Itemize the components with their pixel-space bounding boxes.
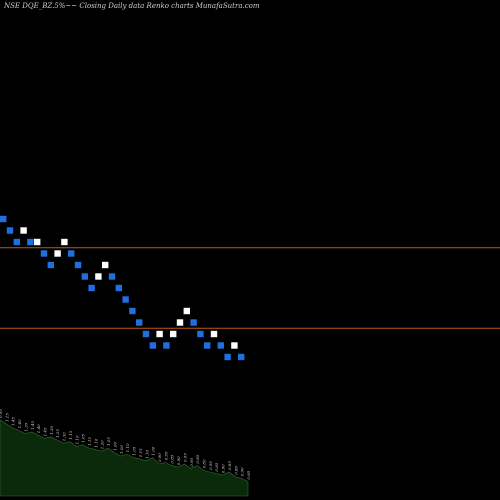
volume-panel — [0, 419, 249, 497]
volume-label: 0.95 — [182, 453, 187, 462]
volume-label: 0.85 — [246, 470, 251, 479]
renko-brick — [163, 342, 170, 349]
renko-brick — [0, 215, 7, 223]
volume-label: 1.05 — [81, 433, 86, 442]
renko-brick — [88, 284, 95, 292]
renko-brick — [108, 273, 116, 280]
renko-brick — [197, 330, 204, 338]
renko-brick — [149, 342, 156, 349]
renko-brick — [68, 250, 75, 257]
renko-brick — [238, 353, 245, 361]
renko-brick — [190, 319, 197, 326]
renko-brick — [115, 284, 122, 292]
volume-label: 1.45 — [43, 427, 48, 436]
volume-label: 0.95 — [0, 409, 3, 418]
renko-brick — [95, 273, 102, 280]
renko-brick — [176, 319, 184, 326]
renko-brick — [102, 261, 109, 269]
volume-label: 1.10 — [93, 438, 98, 447]
volume-label: 1.20 — [49, 425, 54, 434]
renko-brick — [204, 342, 211, 349]
volume-label: 0.85 — [195, 454, 200, 463]
renko-brick — [61, 238, 68, 246]
renko-brick — [40, 250, 48, 257]
volume-label: 1.20 — [100, 440, 105, 449]
volume-label: 0.95 — [163, 451, 168, 460]
volume-label: 1.15 — [87, 437, 92, 446]
volume-label: 1.15 — [68, 430, 73, 439]
renko-brick — [156, 330, 163, 338]
volume-label: 0.90 — [221, 464, 226, 473]
volume-label: 0.85 — [214, 462, 219, 471]
volume-label: 1.45 — [30, 421, 35, 430]
volume-label: 0.90 — [176, 456, 181, 465]
renko-brick — [47, 261, 54, 269]
volume-label: 1.45 — [11, 417, 16, 426]
volume-area — [0, 419, 249, 497]
volume-label: 1.15 — [4, 413, 9, 422]
renko-brick — [13, 238, 20, 246]
volume-label: 1.10 — [125, 443, 130, 452]
volume-label: 0.85 — [227, 461, 232, 470]
renko-brick — [122, 296, 129, 303]
volume-label: 1.00 — [119, 445, 124, 454]
renko-brick — [136, 319, 143, 326]
renko-brick — [6, 227, 14, 234]
volume-label: 0.90 — [240, 467, 245, 476]
volume-labels: 0.95 1.15 1.45 1.40 1.35 1.45 1.40 1.45 1.20 1.25… — [0, 409, 251, 480]
renko-brick — [224, 353, 231, 361]
renko-brick — [217, 342, 224, 349]
volume-label: 1.40 — [17, 419, 22, 428]
volume-label: 1.40 — [36, 424, 41, 433]
volume-label: 0.95 — [208, 461, 213, 470]
volume-label: 0.85 — [170, 454, 175, 463]
renko-brick — [210, 330, 218, 338]
renko-brick — [81, 273, 88, 280]
volume-label: 0.90 — [157, 453, 162, 462]
renko-brick — [20, 227, 27, 234]
renko-brick — [74, 261, 82, 269]
volume-label: 1.35 — [23, 422, 28, 431]
chart-title: NSE DQE_BZ.5%~~ Closing Daily data Renko… — [3, 2, 260, 10]
reference-lines — [0, 247, 500, 329]
volume-label: 0.80 — [233, 465, 238, 474]
renko-bricks — [0, 215, 245, 361]
volume-label: 1.05 — [132, 446, 137, 455]
volume-label: 1.25 — [55, 429, 60, 438]
volume-label: 1.15 — [138, 448, 143, 457]
volume-label: 1.05 — [106, 437, 111, 446]
renko-brick — [27, 238, 34, 246]
volume-label: 0.90 — [189, 457, 194, 466]
volume-label: 1.00 — [151, 446, 156, 455]
renko-brick — [142, 330, 150, 338]
renko-brick — [183, 307, 190, 315]
volume-label: 1.10 — [144, 449, 149, 458]
volume-label: 0.80 — [202, 459, 207, 468]
volume-label: 1.30 — [62, 432, 67, 441]
renko-brick — [170, 330, 177, 338]
renko-brick — [129, 307, 136, 315]
renko-brick — [34, 238, 41, 246]
renko-brick — [231, 342, 238, 349]
volume-label: 1.00 — [113, 441, 118, 450]
volume-label: 1.10 — [74, 435, 79, 444]
renko-brick — [54, 250, 61, 257]
